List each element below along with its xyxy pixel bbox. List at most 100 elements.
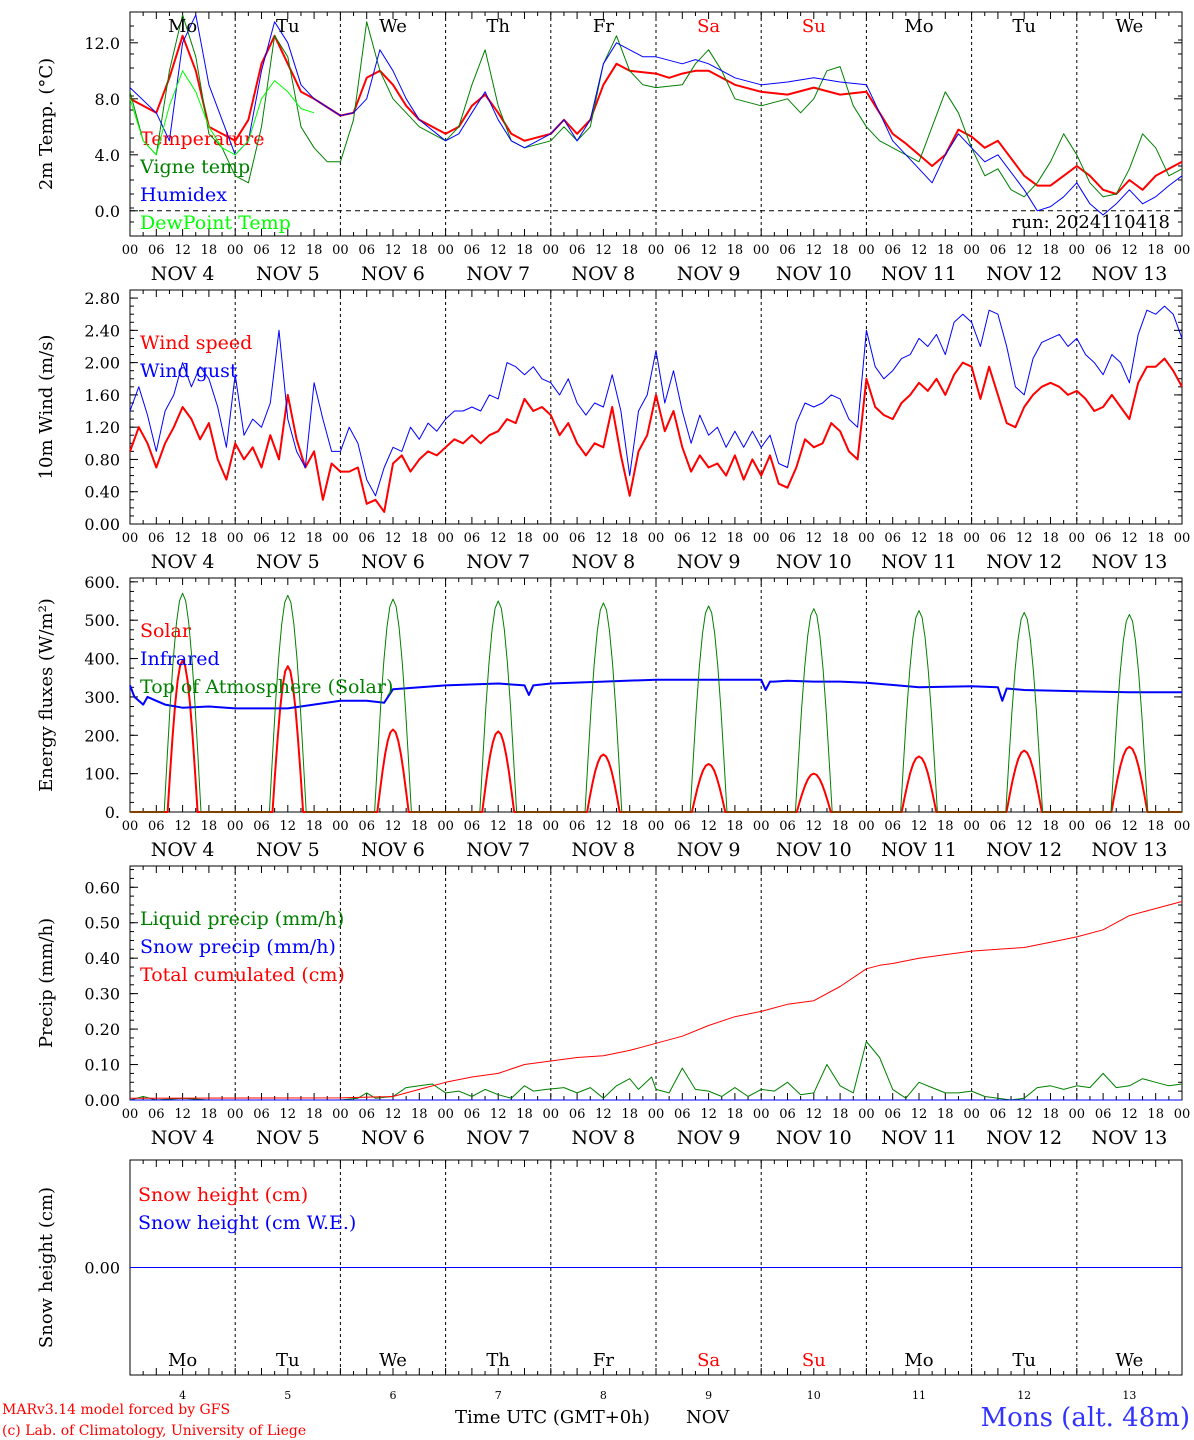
hour-tick-label: 12 <box>385 243 402 258</box>
hour-tick-label: 12 <box>280 531 297 546</box>
legend-entry: Snow height (cm W.E.) <box>138 1212 356 1234</box>
hour-tick-label: 06 <box>148 819 165 834</box>
hour-tick-label: 06 <box>674 243 691 258</box>
hour-tick-label: 12 <box>911 819 928 834</box>
hour-tick-label: 06 <box>884 531 901 546</box>
y-axis-label: Precip (mm/h) <box>36 918 57 1048</box>
hour-tick-label: 06 <box>253 1107 270 1122</box>
hour-tick-label: 18 <box>1147 1107 1164 1122</box>
hour-tick-label: 00 <box>332 819 349 834</box>
hour-tick-label: 00 <box>753 531 770 546</box>
date-label: NOV 13 <box>1091 551 1167 573</box>
hour-tick-label: 00 <box>858 243 875 258</box>
hour-tick-label: 00 <box>227 243 244 258</box>
y-tick-label: 300. <box>84 688 120 707</box>
hour-tick-label: 12 <box>490 1107 507 1122</box>
hour-tick-label: 12 <box>595 243 612 258</box>
hour-tick-label: 00 <box>963 243 980 258</box>
y-tick-label: 500. <box>84 611 120 630</box>
hour-tick-label: 12 <box>595 819 612 834</box>
legend-entry: Temperature <box>140 128 264 150</box>
hour-tick-label: 18 <box>411 531 428 546</box>
y-tick-label: 0.80 <box>84 450 120 469</box>
hour-tick-label: 12 <box>595 1107 612 1122</box>
hour-tick-label: 18 <box>621 531 638 546</box>
hour-tick-label: 18 <box>1042 1107 1059 1122</box>
hour-tick-label: 18 <box>411 1107 428 1122</box>
hour-tick-label: 06 <box>253 243 270 258</box>
date-label: NOV 9 <box>677 1127 741 1149</box>
day-number: 6 <box>390 1389 397 1402</box>
hour-tick-label: 18 <box>937 531 954 546</box>
y-axis-label: 2m Temp. (°C) <box>36 58 57 190</box>
hour-tick-label: 06 <box>1095 819 1112 834</box>
hour-tick-label: 00 <box>1174 531 1191 546</box>
weekday-label: Sa <box>697 1350 720 1371</box>
hour-tick-label: 18 <box>621 243 638 258</box>
date-label: NOV 11 <box>881 263 957 285</box>
date-label: NOV 10 <box>776 1127 852 1149</box>
y-tick-label: 0.40 <box>84 483 120 502</box>
y-tick-label: 0.00 <box>84 515 120 534</box>
hour-tick-label: 06 <box>358 819 375 834</box>
hour-tick-label: 06 <box>358 243 375 258</box>
day-number: 9 <box>705 1389 712 1402</box>
date-label: NOV 11 <box>881 551 957 573</box>
hour-tick-label: 12 <box>1016 819 1033 834</box>
weekday-label: Su <box>802 1350 826 1371</box>
hour-tick-label: 00 <box>753 243 770 258</box>
hour-tick-label: 12 <box>174 531 191 546</box>
hour-tick-label: 06 <box>990 243 1007 258</box>
hour-tick-label: 06 <box>253 819 270 834</box>
hour-tick-label: 18 <box>411 243 428 258</box>
y-tick-label: 1.20 <box>84 418 120 437</box>
hour-tick-label: 18 <box>516 531 533 546</box>
y-tick-label: 0.60 <box>84 878 120 897</box>
y-axis-label: Energy fluxes (W/m²) <box>36 598 57 792</box>
hour-tick-label: 06 <box>990 1107 1007 1122</box>
legend-entry: Wind speed <box>140 332 252 354</box>
date-label: NOV 7 <box>466 263 530 285</box>
y-tick-label: 0.20 <box>84 1020 120 1039</box>
series-line-4-1 <box>129 1041 1183 1101</box>
hour-tick-label: 18 <box>201 819 218 834</box>
legend-entry: Vigne temp <box>139 156 250 178</box>
hour-tick-label: 00 <box>648 1107 665 1122</box>
y-tick-label: 0.00 <box>84 1091 120 1110</box>
footer-copyright-line: (c) Lab. of Climatology, University of L… <box>2 1423 306 1439</box>
hour-tick-label: 12 <box>1016 243 1033 258</box>
date-label: NOV 8 <box>572 1127 636 1149</box>
hour-tick-label: 06 <box>674 1107 691 1122</box>
hour-tick-label: 00 <box>437 243 454 258</box>
date-label: NOV 10 <box>776 263 852 285</box>
hour-tick-label: 06 <box>884 1107 901 1122</box>
hour-tick-label: 18 <box>727 819 744 834</box>
hour-tick-label: 00 <box>1069 531 1086 546</box>
hour-tick-label: 06 <box>464 819 481 834</box>
y-tick-label: 1.60 <box>84 386 120 405</box>
hour-tick-label: 12 <box>1016 531 1033 546</box>
date-label: NOV 6 <box>361 263 425 285</box>
hour-tick-label: 18 <box>727 531 744 546</box>
weekday-label: Tu <box>276 16 300 37</box>
hour-tick-label: 00 <box>332 243 349 258</box>
y-tick-label: 0.10 <box>84 1056 120 1075</box>
weekday-label: Th <box>486 1350 510 1371</box>
panel-5: 0.00 Snow height (cm) Snow height (cm) Snow… <box>36 1159 1183 1402</box>
day-number: 13 <box>1122 1389 1136 1402</box>
hour-tick-label: 12 <box>490 819 507 834</box>
hour-tick-label: 06 <box>358 531 375 546</box>
date-label: NOV 5 <box>256 263 320 285</box>
hour-tick-label: 00 <box>1069 1107 1086 1122</box>
hour-tick-label: 12 <box>1121 1107 1138 1122</box>
hour-tick-label: 00 <box>648 243 665 258</box>
hour-tick-label: 12 <box>806 819 823 834</box>
date-label: NOV 4 <box>151 1127 215 1149</box>
date-label: NOV 10 <box>776 839 852 861</box>
date-label: NOV 5 <box>256 839 320 861</box>
hour-tick-label: 18 <box>832 1107 849 1122</box>
hour-tick-label: 12 <box>280 1107 297 1122</box>
y-axis-label: 10m Wind (m/s) <box>36 335 57 480</box>
date-label: NOV 6 <box>361 551 425 573</box>
hour-tick-label: 00 <box>753 1107 770 1122</box>
